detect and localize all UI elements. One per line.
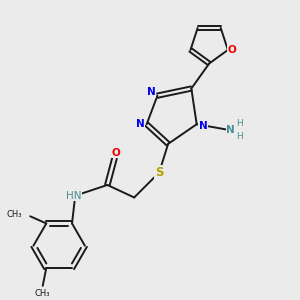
Text: N: N — [147, 87, 155, 97]
Text: HN: HN — [66, 191, 81, 201]
Text: CH₃: CH₃ — [7, 210, 22, 219]
Text: N: N — [199, 121, 208, 131]
Text: H: H — [236, 119, 243, 128]
Text: S: S — [155, 166, 164, 179]
Text: CH₃: CH₃ — [35, 289, 50, 298]
Text: N: N — [226, 124, 235, 135]
Text: N: N — [136, 119, 145, 129]
Text: H: H — [236, 131, 243, 140]
Text: O: O — [112, 148, 121, 158]
Text: O: O — [227, 45, 236, 55]
